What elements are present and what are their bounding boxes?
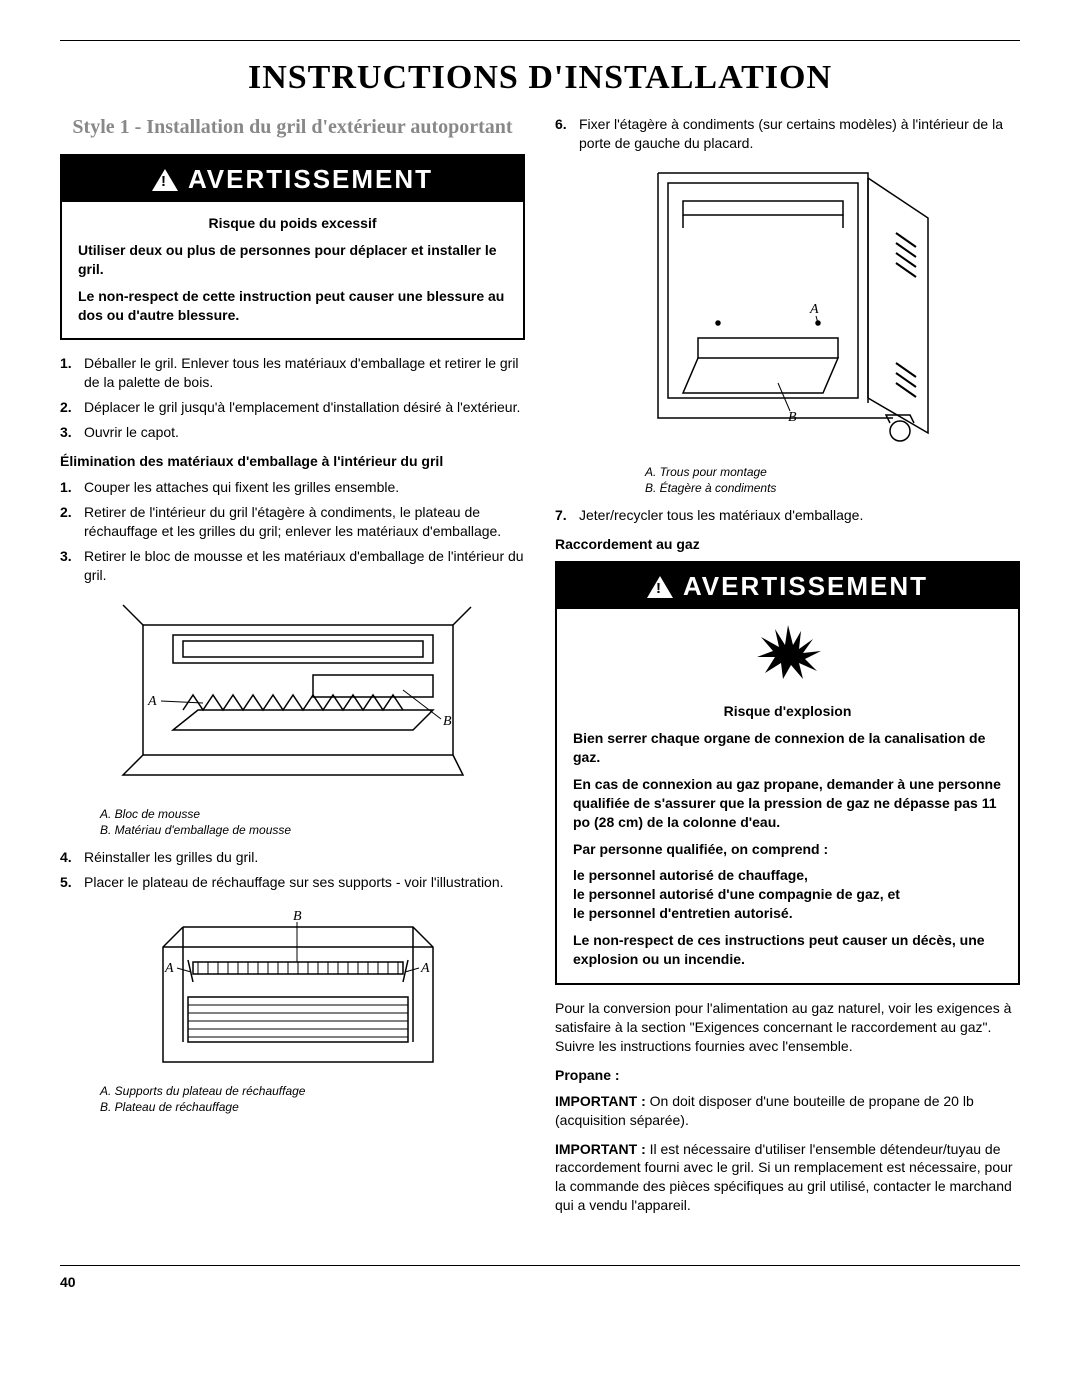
warning-triangle-icon <box>647 576 673 598</box>
page-number: 40 <box>60 1274 1020 1290</box>
figure-condiment-shelf: A B <box>555 163 1020 458</box>
list-item: 2.Déplacer le gril jusqu'à l'emplacement… <box>60 398 525 417</box>
propane-p2: IMPORTANT : Il est nécessaire d'utiliser… <box>555 1140 1020 1216</box>
list-reinstall: 4.Réinstaller les grilles du gril. 5.Pla… <box>60 848 525 892</box>
warning-explosion: AVERTISSEMENT Risque d'explosion Bien se… <box>555 561 1020 985</box>
right-column: 6.Fixer l'étagère à condiments (sur cert… <box>555 115 1020 1225</box>
fig3-caption: A. Trous pour montage B. Étagère à condi… <box>645 464 1020 496</box>
grill-interior-diagram: A B <box>113 595 473 795</box>
fig1-label-a: A <box>147 694 157 709</box>
warning-title: Risque du poids excessif <box>78 214 507 233</box>
cabinet-door-diagram: A B <box>638 163 938 453</box>
warning-header-text: AVERTISSEMENT <box>188 164 433 195</box>
warning-weight: AVERTISSEMENT Risque du poids excessif U… <box>60 154 525 340</box>
list-item: 3.Retirer le bloc de mousse et les matér… <box>60 547 525 585</box>
warning-header: AVERTISSEMENT <box>557 563 1018 609</box>
two-column-layout: Style 1 - Installation du gril d'extérie… <box>60 115 1020 1225</box>
warning-header-text: AVERTISSEMENT <box>683 571 928 602</box>
warning-body: Risque d'explosion Bien serrer chaque or… <box>557 690 1018 983</box>
warning-body: Risque du poids excessif Utiliser deux o… <box>62 202 523 338</box>
warning-p1: Bien serrer chaque organe de connexion d… <box>573 729 1002 767</box>
list-item: 5.Placer le plateau de réchauffage sur s… <box>60 873 525 892</box>
subhead-elimination: Élimination des matériaux d'emballage à … <box>60 452 525 470</box>
warning-triangle-icon <box>152 169 178 191</box>
propane-head: Propane : <box>555 1066 1020 1084</box>
fig3-label-b: B <box>788 410 797 425</box>
left-column: Style 1 - Installation du gril d'extérie… <box>60 115 525 1225</box>
warning-p5: Le non-respect de ces instructions peut … <box>573 931 1002 969</box>
rule-top <box>60 40 1020 41</box>
fig1-label-b: B <box>443 714 452 729</box>
list-recycle: 7.Jeter/recycler tous les matériaux d'em… <box>555 506 1020 525</box>
list-shelf: 6.Fixer l'étagère à condiments (sur cert… <box>555 115 1020 153</box>
figure-foam-block: A B <box>60 595 525 800</box>
warning-p3: Par personne qualifiée, on comprend : <box>573 840 1002 859</box>
fig1-caption: A. Bloc de mousse B. Matériau d'emballag… <box>100 806 525 838</box>
conversion-text: Pour la conversion pour l'alimentation a… <box>555 999 1020 1056</box>
warning-p2: Le non-respect de cette instruction peut… <box>78 287 507 325</box>
list-item: 7.Jeter/recycler tous les matériaux d'em… <box>555 506 1020 525</box>
figure-warming-tray: A A B <box>60 902 525 1077</box>
fig2-label-b: B <box>293 909 302 924</box>
list-item: 4.Réinstaller les grilles du gril. <box>60 848 525 867</box>
warning-title: Risque d'explosion <box>573 702 1002 721</box>
list-item: 1.Couper les attaches qui fixent les gri… <box>60 478 525 497</box>
warning-p1: Utiliser deux ou plus de personnes pour … <box>78 241 507 279</box>
list-elimination: 1.Couper les attaches qui fixent les gri… <box>60 478 525 584</box>
rule-bottom <box>60 1265 1020 1266</box>
fig2-label-a-left: A <box>164 961 174 976</box>
warning-p2: En cas de connexion au gaz propane, dema… <box>573 775 1002 832</box>
warming-tray-diagram: A A B <box>133 902 453 1072</box>
list-item: 6.Fixer l'étagère à condiments (sur cert… <box>555 115 1020 153</box>
subhead-gas: Raccordement au gaz <box>555 535 1020 553</box>
list-item: 1.Déballer le gril. Enlever tous les mat… <box>60 354 525 392</box>
explosion-icon <box>557 609 1018 690</box>
section-title-style1: Style 1 - Installation du gril d'extérie… <box>60 115 525 140</box>
fig3-label-a: A <box>809 302 819 317</box>
warning-p4: le personnel autorisé de chauffage, le p… <box>573 866 1002 923</box>
list-item: 2.Retirer de l'intérieur du gril l'étagè… <box>60 503 525 541</box>
page-title: INSTRUCTIONS D'INSTALLATION <box>60 59 1020 97</box>
list-item: 3.Ouvrir le capot. <box>60 423 525 442</box>
list-unpack: 1.Déballer le gril. Enlever tous les mat… <box>60 354 525 442</box>
fig2-label-a-right: A <box>420 961 430 976</box>
propane-p1: IMPORTANT : On doit disposer d'une boute… <box>555 1092 1020 1130</box>
fig2-caption: A. Supports du plateau de réchauffage B.… <box>100 1083 525 1115</box>
warning-header: AVERTISSEMENT <box>62 156 523 202</box>
